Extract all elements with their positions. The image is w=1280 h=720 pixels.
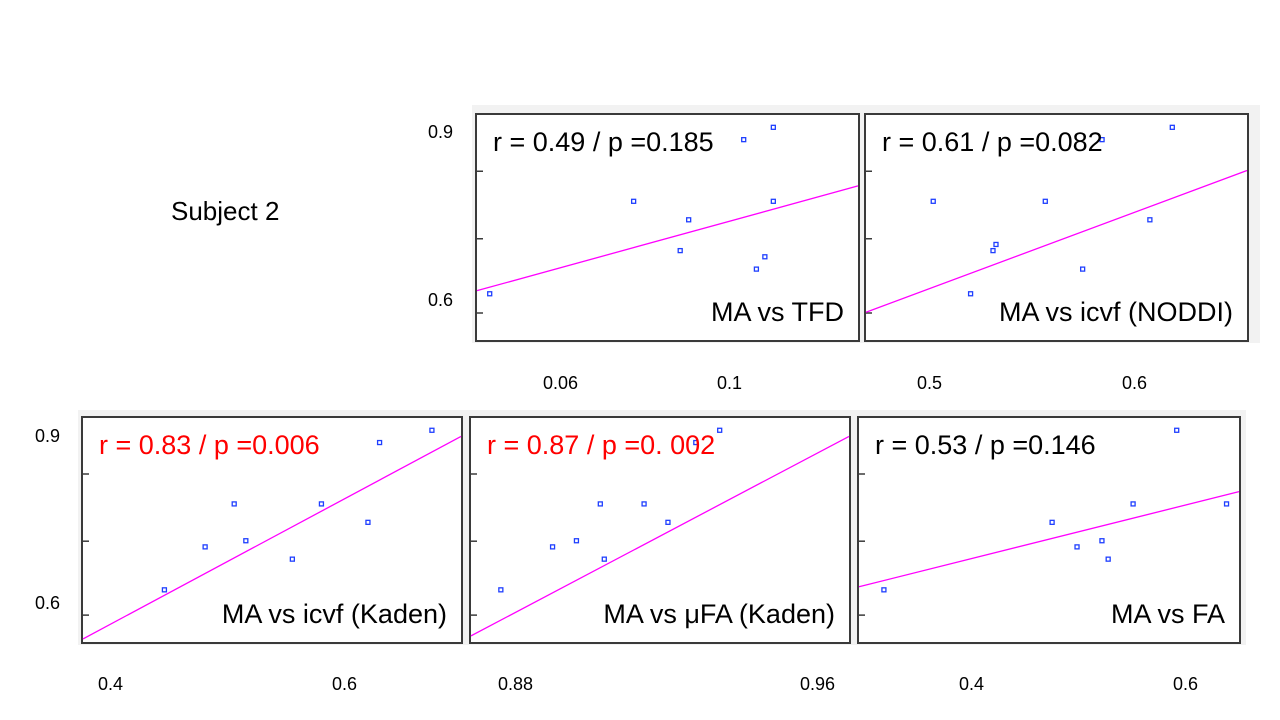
data-point (365, 519, 371, 525)
ufa-x-tick-2: 0.96 (800, 674, 836, 694)
data-point (1174, 427, 1180, 433)
kaden-icvf-x-tick-2: 0.6 (332, 674, 358, 694)
scatter-panel-fa: r = 0.53 / p =0.146 MA vs FA (857, 416, 1241, 644)
data-point (243, 538, 249, 544)
data-point (770, 198, 776, 204)
data-point (990, 247, 996, 254)
data-point (487, 291, 493, 297)
data-point (1079, 266, 1086, 272)
data-point (1049, 519, 1055, 525)
noddi-x-tick-2: 0.6 (1122, 373, 1148, 393)
correlation-stat: r = 0.87 / p =0. 002 (487, 430, 716, 460)
data-point (1099, 137, 1105, 143)
top-y-tick-lower: 0.6 (428, 290, 454, 310)
comparison-label: MA vs μFA (Kaden) (603, 599, 835, 629)
scatter-panel-noddi: r = 0.61 / p =0.082 MA vs icvf (NODDI) (864, 113, 1249, 342)
kaden-icvf-x-tick-1: 0.4 (98, 674, 124, 694)
data-point (429, 427, 435, 433)
data-point (665, 519, 671, 525)
data-point (1105, 556, 1111, 562)
data-point (753, 266, 760, 272)
regression-line (476, 185, 859, 292)
data-point (930, 198, 936, 204)
comparison-label: MA vs TFD (710, 297, 844, 327)
data-point (686, 217, 692, 223)
comparison-label: MA vs icvf (Kaden) (221, 599, 447, 629)
noddi-x-tick-1: 0.5 (917, 373, 943, 393)
data-point (231, 501, 237, 507)
tfd-x-tick-1: 0.06 (543, 373, 579, 393)
regression-line (82, 435, 462, 640)
data-point (881, 587, 887, 593)
data-point (693, 439, 699, 446)
data-point (289, 556, 296, 562)
correlation-stat: r = 0.83 / p =0.006 (99, 430, 320, 460)
comparison-label: MA vs FA (1110, 599, 1225, 629)
plot-area (858, 427, 1240, 616)
data-point (641, 501, 647, 507)
fa-x-tick-1: 0.4 (959, 674, 985, 694)
data-point (717, 427, 723, 433)
comparison-label: MA vs icvf (NODDI) (999, 297, 1233, 327)
plot-area (82, 427, 462, 640)
data-point (993, 241, 999, 248)
subject-label: Subject 2 (171, 196, 280, 226)
data-point (498, 587, 504, 593)
bottom-y-tick-upper: 0.9 (35, 426, 61, 446)
top-y-tick-upper: 0.9 (428, 122, 454, 142)
data-point (762, 254, 768, 260)
bottom-y-tick-lower: 0.6 (35, 593, 61, 613)
fa-x-tick-2: 0.6 (1173, 674, 1199, 694)
correlation-stat: r = 0.61 / p =0.082 (882, 127, 1103, 157)
data-point (677, 247, 683, 254)
data-point (318, 501, 325, 507)
data-point (161, 587, 168, 593)
regression-line (470, 435, 850, 637)
correlation-stat: r = 0.49 / p =0.185 (493, 127, 714, 157)
data-point (549, 544, 556, 550)
data-point (376, 439, 383, 446)
data-point (1223, 501, 1230, 507)
scatter-panel-ufa: r = 0.87 / p =0. 002 MA vs μFA (Kaden) (469, 416, 851, 644)
data-point (770, 124, 776, 130)
data-point (573, 538, 580, 544)
ufa-x-tick-1: 0.88 (498, 674, 534, 694)
correlation-stat: r = 0.53 / p =0.146 (875, 430, 1096, 460)
regression-line (865, 169, 1248, 313)
data-point (202, 544, 208, 550)
scatter-panel-tfd: r = 0.49 / p =0.185 MA vs TFD (475, 113, 860, 342)
plot-area (476, 124, 859, 314)
plot-area (470, 427, 850, 637)
regression-line (858, 491, 1240, 588)
data-point (601, 556, 607, 562)
data-point (1147, 217, 1153, 223)
plot-area (865, 124, 1248, 314)
data-point (741, 137, 747, 143)
data-point (630, 198, 637, 204)
data-point (1169, 124, 1175, 130)
tfd-x-tick-2: 0.1 (717, 373, 743, 393)
data-point (1074, 544, 1080, 550)
data-point (967, 291, 974, 297)
data-point (1099, 538, 1105, 544)
data-point (1130, 501, 1136, 507)
data-point (1042, 198, 1048, 204)
scatter-panel-kaden-icvf: r = 0.83 / p =0.006 MA vs icvf (Kaden) (81, 416, 463, 644)
data-point (597, 501, 603, 507)
